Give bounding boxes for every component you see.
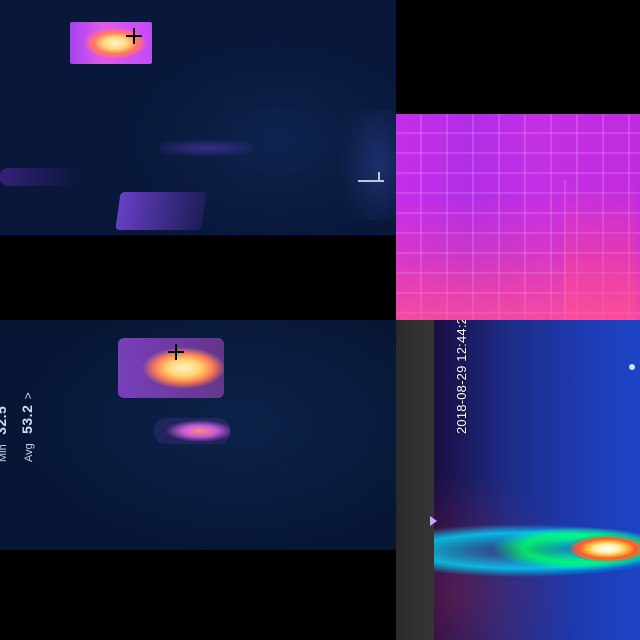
thermal-ground — [396, 255, 640, 320]
thermal-warm-spot — [0, 168, 78, 186]
avg-indicator: > — [21, 392, 35, 400]
indicator-dot-icon — [629, 364, 635, 370]
thermal-warm-spot — [160, 140, 252, 156]
letterbox-bar — [396, 0, 640, 114]
thermal-tile-bottom-right: 2018-08-29 12:44:25 We — [396, 320, 640, 640]
temperature-readout: Min 32.5 Avg 53.2 > — [0, 320, 58, 462]
thermal-hotspot — [118, 338, 224, 398]
thermal-warm-object — [115, 192, 207, 230]
side-panel — [396, 320, 435, 640]
min-value: 32.5 — [0, 405, 9, 435]
avg-label: Avg — [23, 443, 35, 462]
triangle-marker-icon — [430, 516, 437, 526]
crosshair-icon — [168, 344, 184, 360]
avg-value: 53.2 — [19, 404, 35, 434]
timestamp-overlay: 2018-08-29 12:44:25 We — [454, 320, 469, 434]
min-label: Min — [0, 444, 9, 462]
thermal-tile-top-right — [396, 0, 640, 320]
thermal-scene — [434, 320, 640, 640]
thermal-hotspot — [70, 22, 152, 64]
thermal-hot-stream — [434, 510, 640, 580]
letterbox-bar — [0, 550, 396, 640]
thermal-warm-spot — [154, 418, 230, 444]
thermal-tile-bottom-left: Min 32.5 Avg 53.2 > — [0, 320, 396, 640]
thermal-glow — [330, 110, 396, 220]
cursor-marker-icon — [358, 172, 384, 182]
thermal-tile-top-left — [0, 0, 396, 320]
crosshair-icon — [126, 28, 142, 44]
avg-temperature: Avg 53.2 > — [19, 392, 36, 462]
min-temperature: Min 32.5 — [0, 406, 10, 462]
